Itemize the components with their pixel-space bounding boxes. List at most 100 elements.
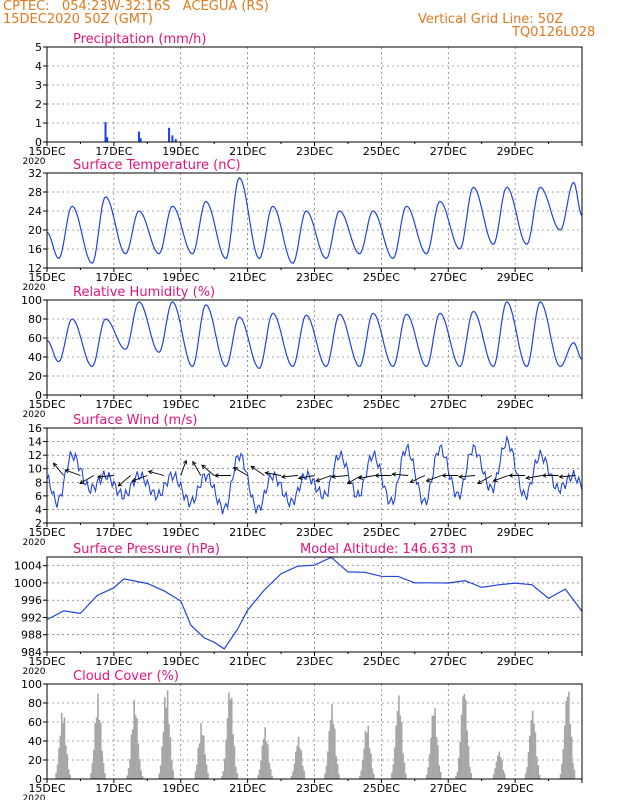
x-tick-label: 21DEC: [229, 655, 266, 668]
cloud-bar: [102, 762, 105, 779]
y-tick-label: 0: [35, 136, 42, 149]
cloud-bar: [235, 766, 237, 779]
x-tick-label: 21DEC: [229, 145, 266, 158]
cloud-bar: [294, 751, 297, 779]
cloud-bar: [94, 723, 96, 779]
cloud-bar: [194, 771, 197, 779]
y-tick-label: 40: [28, 351, 42, 364]
cloud-bar: [568, 691, 570, 779]
cloud-bar: [565, 701, 567, 779]
cloud-bar: [204, 754, 207, 779]
cloud-bar: [90, 773, 92, 779]
wind-arrow-head: [458, 474, 463, 479]
precip-bar: [106, 137, 109, 142]
y-tick-label: 20: [28, 370, 42, 383]
model-altitude-label: Model Altitude: 146.633 m: [300, 542, 473, 557]
cloud-bar: [536, 756, 538, 779]
x-tick-label: 27DEC: [430, 271, 467, 284]
cloud-bar: [563, 725, 566, 779]
wind-arrow: [265, 472, 282, 476]
wind-arrow: [298, 475, 315, 479]
cloud-bar: [396, 710, 399, 779]
wind-arrow: [233, 467, 248, 476]
x-tick-label: 29DEC: [497, 782, 534, 795]
cloud-bar: [164, 697, 166, 779]
cloud-bar: [529, 735, 531, 779]
cloud-bar: [371, 768, 374, 779]
y-tick-label: 12: [28, 449, 42, 462]
x-tick-label: 23DEC: [296, 526, 333, 539]
wind-arrow-head: [297, 475, 303, 480]
x-tick-label: 21DEC: [229, 526, 266, 539]
precip-bar: [137, 131, 140, 142]
cloud-bar: [260, 760, 262, 779]
cloud-bar: [499, 757, 502, 779]
cloud-bar: [97, 693, 99, 779]
cloud-bar: [196, 764, 198, 779]
cloud-bar: [126, 775, 129, 779]
x-tick-label: 25DEC: [363, 145, 400, 158]
year-label: 2020: [23, 667, 46, 677]
cloud-bar: [428, 754, 431, 779]
cloud-bar: [527, 751, 530, 779]
header-right-1: Vertical Grid Line: 50Z: [418, 12, 564, 27]
x-tick-label: 15DEC: [28, 655, 65, 668]
wind-arrow: [148, 470, 165, 476]
wind-arrow: [53, 462, 65, 476]
panel-title: Surface Temperature (nC): [73, 158, 241, 173]
x-tick-label: 25DEC: [363, 398, 400, 411]
y-tick-label: 8: [35, 476, 42, 489]
cloud-bar: [470, 773, 473, 779]
cloud-bar: [431, 715, 434, 779]
wind-arrow: [316, 475, 332, 482]
x-tick-label: 23DEC: [296, 271, 333, 284]
panel-title: Cloud Cover (%): [73, 669, 179, 684]
cloud-bar: [170, 760, 173, 779]
cloud-bar: [293, 763, 296, 779]
cloud-bar: [55, 772, 57, 779]
y-tick-label: 20: [28, 754, 42, 767]
cloud-bar: [169, 737, 172, 779]
cloud-bar: [492, 774, 495, 779]
x-tick-label: 21DEC: [229, 398, 266, 411]
wind-arrow: [281, 475, 298, 478]
cloud-bar: [524, 773, 527, 779]
cloud-bar: [334, 728, 336, 779]
y-tick-label: 80: [28, 313, 42, 326]
cloud-bar: [200, 722, 202, 779]
cloud-bar: [137, 743, 140, 779]
cloud-bar: [494, 768, 496, 779]
x-tick-label: 19DEC: [162, 655, 199, 668]
cloud-bar: [464, 699, 467, 779]
y-tick-label: 3: [35, 79, 42, 92]
y-tick-label: 16: [28, 422, 42, 435]
wind-speed-line: [46, 434, 583, 515]
x-tick-label: 15DEC: [28, 526, 65, 539]
cloud-bar: [257, 775, 259, 779]
panel-title: Surface Wind (m/s): [73, 413, 197, 428]
cloud-bar: [66, 754, 69, 779]
wind-arrow: [410, 475, 426, 483]
cloud-bar: [63, 717, 66, 779]
wind-arrow: [426, 475, 442, 482]
cloud-bar: [197, 747, 200, 779]
cloud-bar: [336, 764, 339, 779]
cloud-bar: [65, 745, 67, 779]
wind-arrow-head: [250, 465, 256, 471]
cloud-bar: [201, 735, 204, 779]
wind-arrow: [347, 475, 362, 484]
cloud-bar: [262, 739, 265, 779]
cloud-bar: [562, 748, 565, 779]
y-tick-label: 32: [28, 167, 42, 180]
y-tick-label: 0: [35, 773, 42, 786]
wind-arrow: [477, 475, 492, 484]
y-tick-label: 996: [21, 594, 42, 607]
y-tick-label: 2: [35, 98, 42, 111]
precip-bar: [171, 135, 174, 142]
wind-arrow-head: [64, 469, 70, 474]
cloud-bar: [367, 725, 370, 779]
y-tick-label: 1000: [14, 577, 42, 590]
cloud-bar: [269, 768, 272, 779]
year-label: 2020: [23, 794, 46, 800]
cloud-bar: [402, 753, 404, 779]
